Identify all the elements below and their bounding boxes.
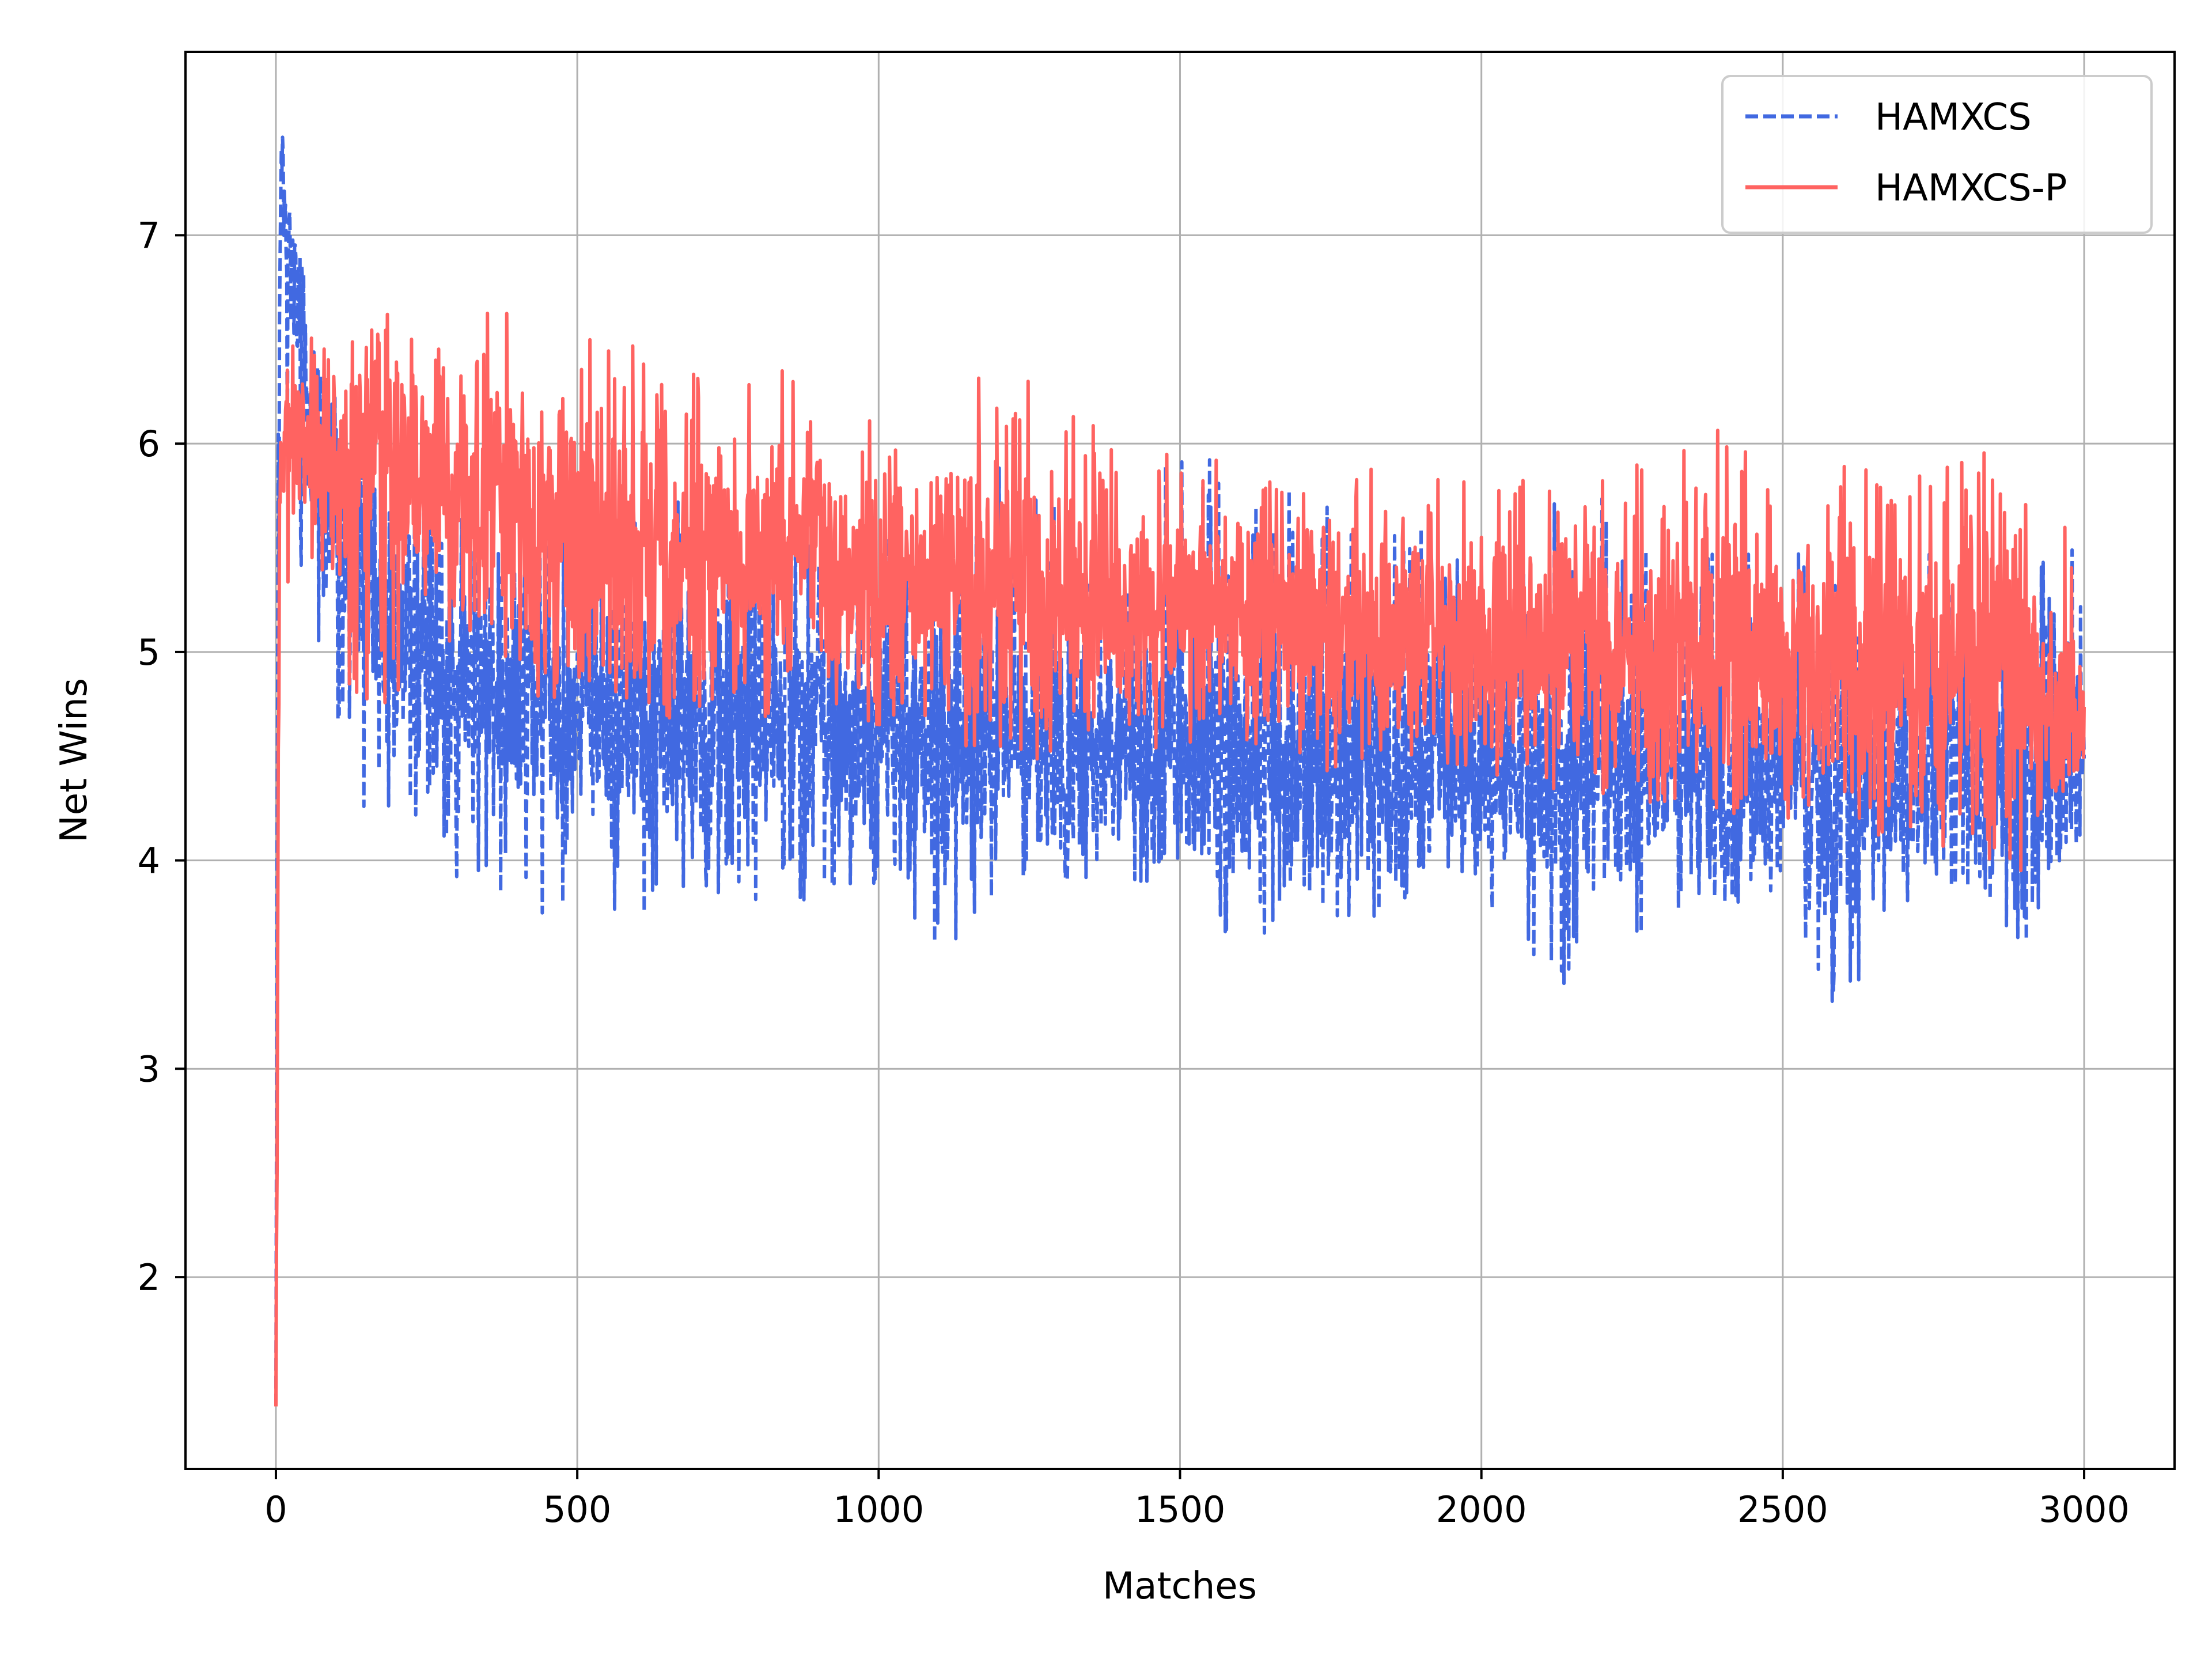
- x-tick-label: 2500: [1737, 1488, 1828, 1531]
- y-tick-label: 5: [138, 631, 160, 673]
- y-tick-label: 3: [138, 1048, 160, 1090]
- x-tick-label: 3000: [2039, 1488, 2130, 1531]
- legend: HAMXCS HAMXCS-P: [1721, 75, 2153, 234]
- series-line-hamxcs-p: [274, 312, 2086, 1407]
- x-tick-label: 500: [543, 1488, 611, 1531]
- x-tick-label: 1500: [1135, 1488, 1226, 1531]
- x-axis-label: Matches: [1103, 1565, 1257, 1608]
- ticks: 0 500 1000 1500 2000 2500 3000 2 3 4 5 6 7: [138, 214, 2130, 1531]
- y-axis-label: Net Wins: [53, 678, 96, 843]
- y-tick-label: 7: [138, 214, 160, 256]
- y-tick-label: 6: [138, 423, 160, 465]
- x-tick-label: 1000: [833, 1488, 924, 1531]
- legend-label-hamxcs: HAMXCS: [1875, 96, 2032, 139]
- y-tick-label: 4: [138, 840, 160, 882]
- y-tick-label: 2: [138, 1256, 160, 1298]
- x-tick-label: 2000: [1436, 1488, 1527, 1531]
- x-tick-label: 0: [264, 1488, 287, 1531]
- legend-label-hamxcs-p: HAMXCS-P: [1875, 167, 2067, 210]
- legend-box: [1721, 75, 2153, 234]
- series-layer: [274, 135, 2086, 1407]
